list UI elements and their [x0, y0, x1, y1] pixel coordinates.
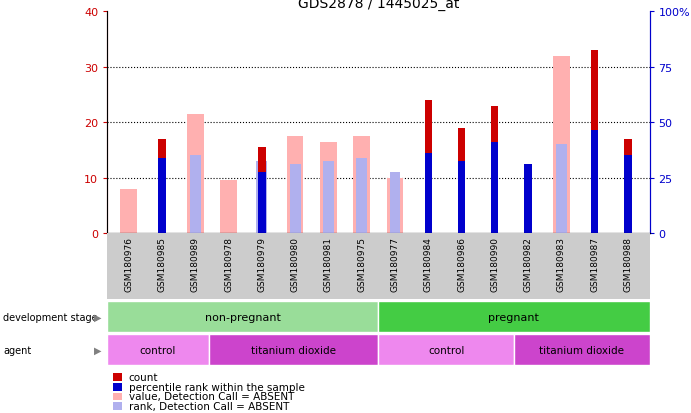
Bar [379, 301, 650, 332]
Bar [424, 153, 432, 233]
Text: GSM180977: GSM180977 [390, 237, 399, 292]
Text: ▶: ▶ [95, 312, 102, 322]
Text: GSM180982: GSM180982 [524, 237, 533, 292]
Bar [556, 145, 567, 233]
Bar [357, 159, 367, 233]
Bar [458, 161, 465, 233]
Text: non-pregnant: non-pregnant [205, 312, 281, 322]
Bar [353, 137, 370, 233]
Bar [524, 167, 532, 233]
Bar [187, 114, 204, 233]
Text: agent: agent [3, 345, 32, 355]
Text: value, Detection Call = ABSENT: value, Detection Call = ABSENT [129, 392, 294, 401]
Bar [320, 142, 337, 233]
Bar [258, 148, 265, 233]
Text: GSM180987: GSM180987 [590, 237, 599, 292]
Text: titanium dioxide: titanium dioxide [251, 345, 336, 355]
Text: GSM180984: GSM180984 [424, 237, 433, 292]
Bar [158, 140, 166, 233]
Title: GDS2878 / 1445025_at: GDS2878 / 1445025_at [298, 0, 459, 12]
Text: percentile rank within the sample: percentile rank within the sample [129, 382, 305, 392]
Text: GSM180983: GSM180983 [557, 237, 566, 292]
Bar [624, 156, 632, 233]
Bar [158, 159, 166, 233]
Text: count: count [129, 373, 158, 382]
Bar [258, 173, 265, 233]
Text: GSM180990: GSM180990 [491, 237, 500, 292]
Bar [514, 335, 650, 366]
Bar [458, 128, 465, 233]
Bar [387, 178, 404, 233]
Text: control: control [140, 345, 176, 355]
Bar [220, 181, 237, 233]
Text: GSM180976: GSM180976 [124, 237, 133, 292]
Bar [190, 156, 200, 233]
Text: GSM180981: GSM180981 [324, 237, 333, 292]
Bar [113, 383, 122, 391]
Bar [256, 161, 267, 233]
Text: control: control [428, 345, 464, 355]
Text: titanium dioxide: titanium dioxide [539, 345, 624, 355]
Bar [290, 164, 301, 233]
Bar [624, 140, 632, 233]
Bar [113, 393, 122, 401]
Text: GSM180989: GSM180989 [191, 237, 200, 292]
Text: GSM180986: GSM180986 [457, 237, 466, 292]
Bar [553, 57, 569, 233]
Bar [379, 335, 514, 366]
Text: GSM180978: GSM180978 [224, 237, 233, 292]
Text: GSM180985: GSM180985 [158, 237, 167, 292]
Bar [424, 101, 432, 233]
Text: GSM180980: GSM180980 [291, 237, 300, 292]
Bar [591, 131, 598, 233]
Bar [287, 137, 303, 233]
Bar [209, 335, 379, 366]
Bar [591, 51, 598, 233]
Text: development stage: development stage [3, 312, 98, 322]
Bar [113, 402, 122, 410]
Bar [323, 161, 334, 233]
Text: rank, Detection Call = ABSENT: rank, Detection Call = ABSENT [129, 401, 289, 411]
Text: pregnant: pregnant [489, 312, 540, 322]
Bar [390, 173, 400, 233]
Bar [107, 301, 379, 332]
Text: GSM180975: GSM180975 [357, 237, 366, 292]
Bar [491, 106, 498, 233]
Bar [113, 373, 122, 381]
Bar [107, 335, 209, 366]
Text: ▶: ▶ [95, 345, 102, 355]
Bar [524, 164, 532, 233]
Text: GSM180979: GSM180979 [257, 237, 266, 292]
Bar [491, 142, 498, 233]
Bar [120, 189, 137, 233]
Text: GSM180988: GSM180988 [623, 237, 632, 292]
